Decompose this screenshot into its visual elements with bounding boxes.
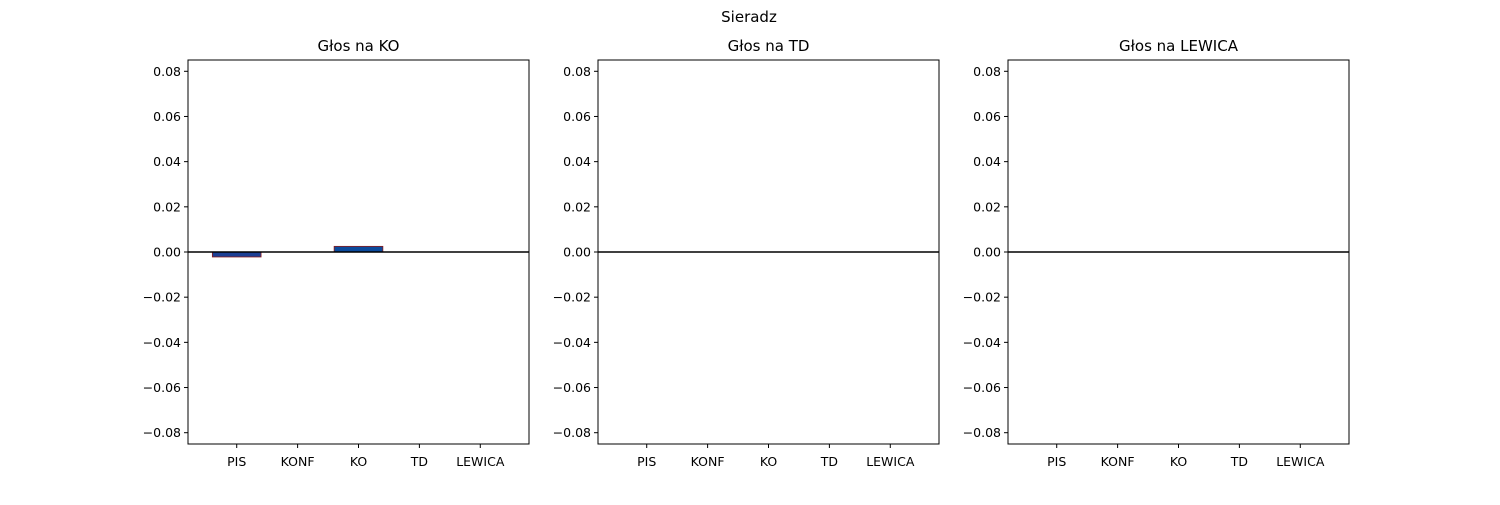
y-tick-label: −0.04 bbox=[143, 335, 181, 350]
y-tick-label: 0.08 bbox=[563, 64, 591, 79]
panel-title: Głos na LEWICA bbox=[1119, 37, 1239, 55]
x-tick-label: KONF bbox=[691, 454, 725, 469]
x-tick-label: TD bbox=[410, 454, 428, 469]
y-tick-label: 0.00 bbox=[563, 245, 591, 260]
x-tick-label: TD bbox=[1230, 454, 1248, 469]
chart-panel-3: Głos na LEWICA −0.08 −0.06 −0.04 −0.02 0.00 0.… bbox=[963, 37, 1350, 469]
y-tick-label: 0.06 bbox=[563, 109, 591, 124]
y-tick-label: −0.06 bbox=[553, 380, 591, 395]
chart-panel-1: Głos na KO −0.08 −0.06 −0.04 −0.02 0.00 0.02 0.… bbox=[143, 37, 530, 469]
y-tick-label: 0.02 bbox=[153, 199, 181, 214]
chart-panel-2: Głos na TD −0.08 −0.06 −0.04 −0.02 0.00 0.02 0.… bbox=[553, 37, 940, 469]
x-tick-label: TD bbox=[820, 454, 838, 469]
y-tick-label: −0.06 bbox=[143, 380, 181, 395]
x-tick-label: LEWICA bbox=[456, 454, 505, 469]
x-tick-label: LEWICA bbox=[866, 454, 915, 469]
y-tick-label: 0.02 bbox=[563, 199, 591, 214]
x-tick-label: PIS bbox=[637, 454, 656, 469]
x-tick-label: KONF bbox=[1101, 454, 1135, 469]
y-tick-label: 0.02 bbox=[973, 199, 1001, 214]
x-tick-label: KO bbox=[1170, 454, 1188, 469]
x-tick-label: LEWICA bbox=[1276, 454, 1325, 469]
y-tick-label: −0.08 bbox=[553, 425, 591, 440]
y-tick-label: 0.00 bbox=[973, 245, 1001, 260]
y-tick-label: −0.02 bbox=[143, 290, 181, 305]
y-tick-label: −0.08 bbox=[143, 425, 181, 440]
x-tick-label: KONF bbox=[281, 454, 315, 469]
y-tick-label: 0.08 bbox=[973, 64, 1001, 79]
chart-panels: Głos na KO −0.08 −0.06 −0.04 −0.02 0.00 0.02 0.… bbox=[143, 37, 1350, 469]
y-tick-label: 0.08 bbox=[153, 64, 181, 79]
panel-title: Głos na KO bbox=[318, 37, 400, 55]
y-tick-label: 0.06 bbox=[973, 109, 1001, 124]
y-tick-label: −0.08 bbox=[963, 425, 1001, 440]
y-tick-label: 0.00 bbox=[153, 245, 181, 260]
bar-ko bbox=[333, 245, 384, 253]
y-tick-label: −0.02 bbox=[963, 290, 1001, 305]
y-tick-label: 0.04 bbox=[563, 154, 591, 169]
figure-suptitle: Sieradz bbox=[721, 8, 777, 26]
x-tick-label: KO bbox=[350, 454, 368, 469]
y-tick-label: 0.06 bbox=[153, 109, 181, 124]
y-tick-label: −0.02 bbox=[553, 290, 591, 305]
x-tick-label: PIS bbox=[227, 454, 246, 469]
x-tick-label: KO bbox=[760, 454, 778, 469]
y-tick-label: 0.04 bbox=[973, 154, 1001, 169]
x-tick-label: PIS bbox=[1047, 454, 1066, 469]
y-tick-label: −0.04 bbox=[963, 335, 1001, 350]
panel-title: Głos na TD bbox=[728, 37, 810, 55]
y-tick-label: −0.06 bbox=[963, 380, 1001, 395]
y-tick-label: 0.04 bbox=[153, 154, 181, 169]
y-tick-label: −0.04 bbox=[553, 335, 591, 350]
